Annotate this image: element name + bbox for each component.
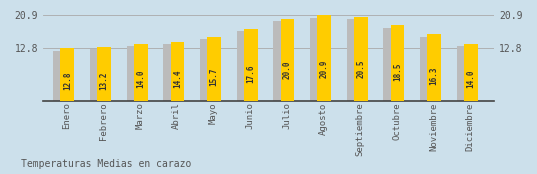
Bar — [97, 47, 111, 101]
Bar — [317, 15, 331, 101]
Text: 15.7: 15.7 — [209, 67, 219, 86]
Bar — [354, 17, 368, 101]
Bar — [464, 44, 478, 101]
Bar — [163, 44, 177, 101]
Text: 20.0: 20.0 — [283, 61, 292, 79]
Text: 18.5: 18.5 — [393, 63, 402, 81]
Bar — [346, 19, 360, 101]
Bar — [427, 34, 441, 101]
Bar — [134, 44, 148, 101]
Text: 13.2: 13.2 — [100, 71, 108, 90]
Bar — [53, 51, 67, 101]
Text: 12.8: 12.8 — [63, 72, 72, 90]
Text: 20.9: 20.9 — [320, 59, 329, 78]
Text: 20.5: 20.5 — [357, 60, 365, 78]
Bar — [383, 27, 397, 101]
Bar — [207, 37, 221, 101]
Bar — [244, 29, 258, 101]
Bar — [390, 25, 404, 101]
Bar — [273, 21, 287, 101]
Bar — [171, 42, 184, 101]
Bar — [90, 49, 104, 101]
Bar — [456, 46, 470, 101]
Text: Temperaturas Medias en carazo: Temperaturas Medias en carazo — [21, 159, 192, 169]
Text: 14.4: 14.4 — [173, 69, 182, 88]
Bar — [420, 37, 434, 101]
Bar — [200, 39, 214, 101]
Text: 14.0: 14.0 — [136, 70, 146, 88]
Text: 14.0: 14.0 — [466, 70, 475, 88]
Text: 16.3: 16.3 — [430, 66, 439, 85]
Bar — [61, 48, 75, 101]
Bar — [127, 46, 141, 101]
Bar — [280, 19, 294, 101]
Text: 17.6: 17.6 — [246, 64, 255, 83]
Bar — [310, 18, 324, 101]
Bar — [237, 31, 251, 101]
